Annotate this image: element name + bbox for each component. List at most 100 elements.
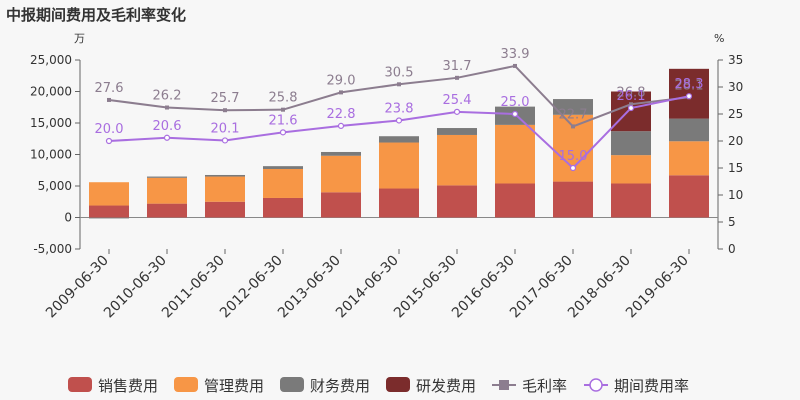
point-期间费用率 <box>511 110 519 118</box>
data-label-期间费用率: 20.6 <box>153 119 182 134</box>
left-axis-tick-label: 15,000 <box>30 116 72 130</box>
data-label-毛利率: 26.8 <box>617 85 646 100</box>
point-毛利率 <box>455 75 459 80</box>
left-axis-tick-label: 20,000 <box>30 85 72 99</box>
legend-item: 销售费用 <box>68 377 158 395</box>
bar-财务费用 <box>205 174 245 177</box>
right-axis-tick-label: 30 <box>728 80 743 94</box>
bar-财务费用 <box>669 118 709 142</box>
point-毛利率 <box>107 97 111 102</box>
point-期间费用率 <box>627 104 635 112</box>
bar-管理费用 <box>147 177 187 204</box>
point-期间费用率 <box>221 137 229 144</box>
bar-销售费用 <box>437 185 477 218</box>
data-label-期间费用率: 26.1 <box>617 89 646 104</box>
bar-财务费用 <box>437 128 477 135</box>
chart-title: 中报期间费用及毛利率变化 <box>6 6 187 24</box>
legend-label: 研发费用 <box>416 377 476 395</box>
data-label-毛利率: 22.7 <box>559 107 588 122</box>
data-label-期间费用率: 21.6 <box>269 113 298 128</box>
bar-财务费用 <box>379 136 419 143</box>
bar-管理费用 <box>321 155 361 193</box>
legend-swatch-marker <box>589 378 603 392</box>
data-label-毛利率: 31.7 <box>443 59 472 74</box>
right-axis-tick-label: 35 <box>728 53 743 67</box>
left-axis-tick-label: 0 <box>64 211 72 225</box>
data-label-期间费用率: 20.0 <box>95 122 124 137</box>
data-label-期间费用率: 25.4 <box>443 93 472 108</box>
bar-管理费用 <box>669 141 709 176</box>
data-label-毛利率: 29.0 <box>327 73 356 88</box>
point-毛利率 <box>281 107 285 112</box>
data-label-毛利率: 25.8 <box>269 91 298 106</box>
bar-管理费用 <box>263 168 303 198</box>
point-期间费用率 <box>279 129 287 136</box>
right-axis-tick-label: 25 <box>728 107 743 121</box>
bar-销售费用 <box>379 188 419 218</box>
data-label-期间费用率: 25.0 <box>501 95 530 110</box>
bar-销售费用 <box>611 183 651 218</box>
point-期间费用率 <box>163 134 171 141</box>
data-label-期间费用率: 15.0 <box>559 149 588 164</box>
legend-swatch <box>68 377 92 392</box>
bar-销售费用 <box>553 181 593 218</box>
bar-财务费用 <box>553 99 593 115</box>
data-label-毛利率: 28.1 <box>675 78 704 93</box>
legend-swatch-marker <box>499 380 509 390</box>
right-axis-unit: % <box>714 32 724 45</box>
data-label-毛利率: 27.6 <box>95 81 124 96</box>
right-axis-tick-label: 10 <box>728 188 743 202</box>
left-axis-tick-label: 25,000 <box>30 53 72 67</box>
point-期间费用率 <box>685 93 693 100</box>
point-期间费用率 <box>569 164 577 172</box>
data-label-期间费用率: 23.8 <box>385 101 414 116</box>
x-axis-tick-label: 2019-06-30 <box>623 253 692 322</box>
legend-swatch <box>386 377 410 392</box>
legend-label: 管理费用 <box>204 377 264 395</box>
bar-管理费用 <box>379 142 419 189</box>
left-axis-unit: 万 <box>74 32 85 45</box>
bar-财务费用 <box>611 131 651 156</box>
legend-item: 研发费用 <box>386 377 476 395</box>
legend-swatch <box>174 377 198 392</box>
data-label-期间费用率: 28.3 <box>675 77 704 92</box>
point-毛利率 <box>397 82 401 87</box>
left-axis-tick-label: 5,000 <box>38 179 72 193</box>
right-axis-tick-label: 20 <box>728 134 743 148</box>
bar-销售费用 <box>263 197 303 218</box>
point-期间费用率 <box>105 137 113 145</box>
data-label-期间费用率: 20.1 <box>211 121 240 136</box>
bar-管理费用 <box>611 155 651 184</box>
bar-研发费用 <box>611 91 651 132</box>
point-毛利率 <box>629 102 633 107</box>
point-毛利率 <box>339 90 343 95</box>
bar-销售费用 <box>321 192 361 218</box>
bar-销售费用 <box>89 205 129 218</box>
data-label-毛利率: 26.2 <box>153 89 182 104</box>
bar-管理费用 <box>437 134 477 186</box>
point-期间费用率 <box>453 108 461 115</box>
left-axis-tick-label: 10,000 <box>30 148 72 162</box>
legend-label: 毛利率 <box>522 377 567 395</box>
bar-财务费用 <box>147 176 187 178</box>
bar-销售费用 <box>147 203 187 218</box>
data-label-毛利率: 30.5 <box>385 65 414 80</box>
bar-管理费用 <box>205 176 245 202</box>
legend-item: 毛利率 <box>492 377 567 395</box>
bar-管理费用 <box>89 182 129 206</box>
bar-管理费用 <box>495 124 535 184</box>
left-axis-tick-label: -5,000 <box>33 242 72 256</box>
legend-label: 期间费用率 <box>614 377 689 395</box>
data-label-毛利率: 25.7 <box>211 91 240 106</box>
data-label-期间费用率: 22.8 <box>327 107 356 122</box>
point-毛利率 <box>223 108 227 113</box>
point-毛利率 <box>513 63 517 68</box>
bar-财务费用 <box>89 217 129 219</box>
point-期间费用率 <box>395 117 403 124</box>
point-毛利率 <box>571 124 575 129</box>
legend-item: 财务费用 <box>280 377 370 395</box>
legend-item: 管理费用 <box>174 377 264 395</box>
right-axis-tick-label: 5 <box>728 215 736 229</box>
right-axis-tick-label: 15 <box>728 161 743 175</box>
point-毛利率 <box>165 105 169 110</box>
